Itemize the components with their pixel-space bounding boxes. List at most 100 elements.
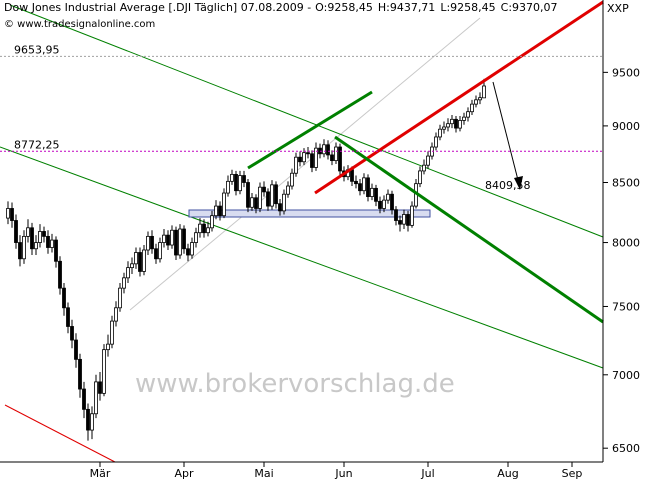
candle-body: [66, 307, 70, 327]
candle-body: [298, 156, 302, 163]
candle-body: [270, 184, 274, 207]
candle-body: [126, 267, 130, 279]
ohlc-label: C:9370,07: [501, 1, 558, 14]
candle-body: [374, 187, 378, 202]
trend-line: [334, 135, 604, 324]
candle-body: [174, 229, 178, 256]
candle-body: [114, 307, 118, 322]
candle-body: [30, 227, 34, 250]
candle-body: [238, 175, 242, 192]
candle-body: [410, 205, 414, 226]
candle-body: [182, 228, 186, 250]
candle-body: [106, 343, 110, 351]
candle-body: [50, 239, 54, 248]
candle-body: [38, 231, 42, 243]
candle-body: [294, 156, 298, 174]
candle-body: [146, 235, 150, 251]
candle-body: [462, 116, 466, 121]
candle-body: [90, 413, 94, 431]
candle-body: [446, 123, 450, 128]
candle-body: [198, 223, 202, 234]
candle-body: [134, 252, 138, 265]
watermark: www.brokervorschlag.de: [135, 369, 455, 399]
x-tick-label: Mär: [90, 467, 111, 480]
trend-line: [0, 146, 604, 369]
candle-body: [274, 184, 278, 205]
candle-body: [62, 287, 66, 309]
arrow-head: [514, 176, 523, 190]
candle-body: [26, 227, 30, 237]
candle-body: [422, 164, 426, 172]
candle-body: [130, 263, 134, 269]
candle-body: [370, 187, 374, 197]
candle-body: [386, 193, 390, 201]
y-tick-label: 7000: [612, 369, 640, 382]
candle-body: [378, 200, 382, 209]
candle-body: [426, 155, 430, 166]
candle-body: [398, 220, 402, 225]
candle-body: [470, 103, 474, 113]
candle-body: [170, 229, 174, 246]
candle-body: [310, 153, 314, 168]
candle-body: [418, 170, 422, 185]
candle-body: [138, 252, 142, 272]
candle-body: [230, 173, 234, 182]
candle-body: [94, 381, 98, 415]
candle-body: [246, 182, 250, 208]
candle-body: [438, 128, 442, 138]
support-zone: [188, 209, 431, 218]
ohlc-label: O:9258,45: [315, 1, 373, 14]
candle-body: [358, 183, 362, 192]
trend-line: [4, 404, 116, 463]
candle-body: [118, 287, 122, 309]
candle-body: [234, 173, 238, 192]
candle-body: [406, 214, 410, 226]
candle-body: [74, 339, 78, 360]
level-label: 9653,95: [14, 43, 60, 56]
candle-body: [394, 209, 398, 221]
candle-body: [42, 231, 46, 237]
candle-body: [258, 186, 262, 209]
candle-body: [78, 358, 82, 390]
candle-body: [206, 227, 210, 234]
candle-body: [266, 191, 270, 207]
chart-title: Dow Jones Industrial Average [.DJI Tägli…: [4, 1, 311, 14]
candle-body: [222, 192, 226, 217]
x-tick-label: Aug: [497, 467, 518, 480]
candle-body: [466, 111, 470, 118]
candle-body: [474, 99, 478, 105]
candle-body: [22, 235, 26, 260]
candle-body: [282, 193, 286, 212]
x-tick-label: Apr: [174, 467, 194, 480]
candle-body: [458, 120, 462, 129]
candle-body: [162, 234, 166, 243]
candle-body: [242, 175, 246, 183]
y-tick-label: 8000: [612, 237, 640, 250]
candle-body: [194, 232, 198, 243]
axis-label: XXP: [607, 2, 629, 15]
candle-body: [10, 208, 14, 221]
candle-body: [306, 152, 310, 155]
candle-body: [434, 136, 438, 148]
candle-body: [382, 199, 386, 209]
value-annotation: 8409,58: [485, 179, 531, 192]
candle-body: [210, 215, 214, 229]
candle-body: [478, 97, 482, 101]
x-tick-label: Jun: [334, 467, 352, 480]
candle-body: [102, 349, 106, 394]
candle-body: [314, 147, 318, 168]
candle-body: [354, 180, 358, 185]
y-tick-label: 9000: [612, 120, 640, 133]
channel-line: [129, 17, 481, 311]
x-tick-label: Sep: [562, 467, 583, 480]
candle-body: [178, 228, 182, 256]
candle-body: [70, 326, 74, 341]
candle-body: [218, 205, 222, 217]
candle-body: [82, 388, 86, 410]
x-tick-label: Mai: [254, 467, 273, 480]
candle-body: [286, 185, 290, 195]
candle-body: [350, 169, 354, 182]
candle-body: [142, 249, 146, 272]
candle-body: [122, 277, 126, 289]
